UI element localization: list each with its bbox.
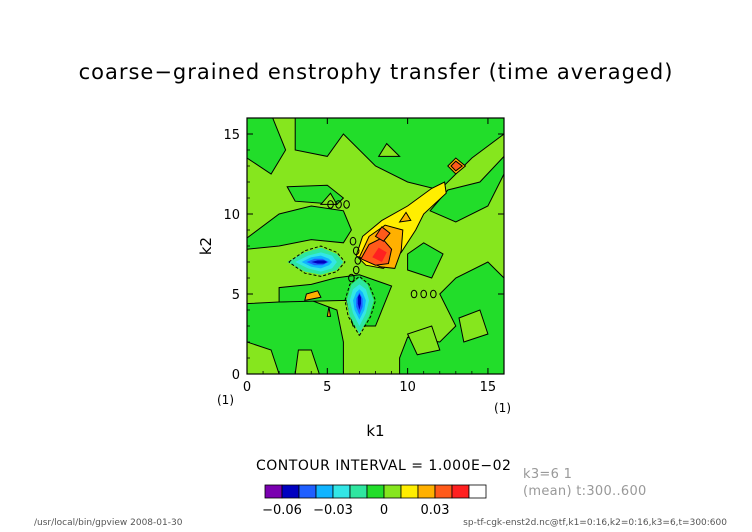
contour-loop-11: [430, 289, 437, 299]
contour-loop-9: [410, 289, 418, 299]
contour-loop-8: [348, 273, 355, 283]
y-tick-label-0: 0: [232, 368, 240, 383]
contour-loop-5: [352, 246, 360, 256]
colorbar-tick-label-3: 0.03: [421, 503, 450, 518]
colorbar-tick-label-0: −0.06: [262, 503, 302, 518]
contour-loop-6: [354, 256, 362, 265]
negative-region-4: [294, 118, 504, 191]
colorbar-swatch-8: [383, 484, 402, 499]
contour-fill-layer: [247, 118, 504, 374]
colorbar-swatch-5: [332, 484, 351, 499]
colorbar: −0.06 −0.03 0 0.03: [262, 484, 487, 518]
x-tick-label-15: 15: [480, 380, 497, 395]
dashed-contour-min-b: [344, 275, 377, 336]
weak-positive-patch-6: [377, 142, 401, 157]
figure-title: coarse−grained enstrophy transfer (time …: [78, 60, 674, 84]
colorbar-swatch-3: [298, 484, 317, 499]
colorbar-swatch-13: [468, 484, 487, 499]
colorbar-swatch-1: [264, 484, 283, 499]
contour-loop-4: [349, 236, 357, 246]
min-a-core: [311, 260, 328, 264]
contour-loop-10: [420, 289, 427, 299]
negative-region-3: [247, 205, 352, 250]
dashed-contour-min-a: [288, 245, 346, 277]
colorbar-swatch-12: [451, 484, 470, 499]
contour-interval-label: CONTOUR INTERVAL = 1.000E−02: [256, 458, 512, 474]
y-tick-label-15: 15: [223, 128, 240, 143]
colorbar-swatch-4: [315, 484, 334, 499]
colorbar-swatch-11: [434, 484, 453, 499]
min-b-core: [357, 294, 361, 310]
y-tick-label-10: 10: [223, 208, 240, 223]
weak-positive-patch-4: [458, 309, 489, 343]
negative-region-9: [247, 118, 287, 175]
colorbar-swatch-9: [400, 484, 419, 499]
colorbar-tick-label-2: 0: [380, 503, 388, 518]
colorbar-swatch-10: [417, 484, 436, 499]
positive-small-triangle: [398, 211, 412, 223]
y-tick-label-5: 5: [232, 288, 240, 303]
small-positive-blob-a: [304, 290, 322, 302]
x-axis-label: k1: [366, 422, 384, 440]
weak-positive-patch-2: [294, 349, 320, 374]
positive-max-tip: [374, 226, 391, 242]
contour-loop-2: [335, 200, 342, 209]
x-index-label-left: (1): [217, 393, 234, 407]
info-k3-label: k3=6 1: [523, 467, 573, 482]
x-tick-label-0: 0: [243, 380, 251, 395]
negative-region-7: [429, 155, 504, 223]
axes-layer: 0 5 10 15 0 5 10 15 (1) (1) k1 k2: [197, 118, 511, 440]
weak-positive-patch-1: [247, 341, 280, 374]
ne-peak-inner: [450, 160, 464, 172]
contour-loop-3: [343, 200, 350, 209]
weak-positive-patch-3: [406, 325, 441, 356]
colorbar-swatch-6: [349, 484, 368, 499]
y-axis-label: k2: [197, 237, 215, 255]
x-tick-label-5: 5: [323, 380, 331, 395]
contour-loop-7: [352, 265, 360, 275]
footer-dataset-spec: sp-tf-cgk-enst2d.nc@tf,k1=0:16,k2=0:16,k…: [463, 518, 727, 528]
colorbar-tick-label-1: −0.03: [313, 503, 353, 518]
small-positive-blob-b: [326, 306, 332, 317]
negative-region-6: [407, 242, 444, 279]
info-mean-time-label: (mean) t:300..600: [523, 484, 647, 499]
footer-program-path: /usr/local/bin/gpview 2008-01-30: [34, 518, 183, 528]
contour-loop-1: [327, 200, 334, 209]
x-tick-label-10: 10: [399, 380, 416, 395]
contour-line-layer: [288, 200, 437, 336]
positive-max-core: [372, 247, 387, 262]
colorbar-swatch-2: [281, 484, 300, 499]
colorbar-swatch-7: [366, 484, 385, 499]
x-index-label-right: (1): [494, 401, 511, 415]
